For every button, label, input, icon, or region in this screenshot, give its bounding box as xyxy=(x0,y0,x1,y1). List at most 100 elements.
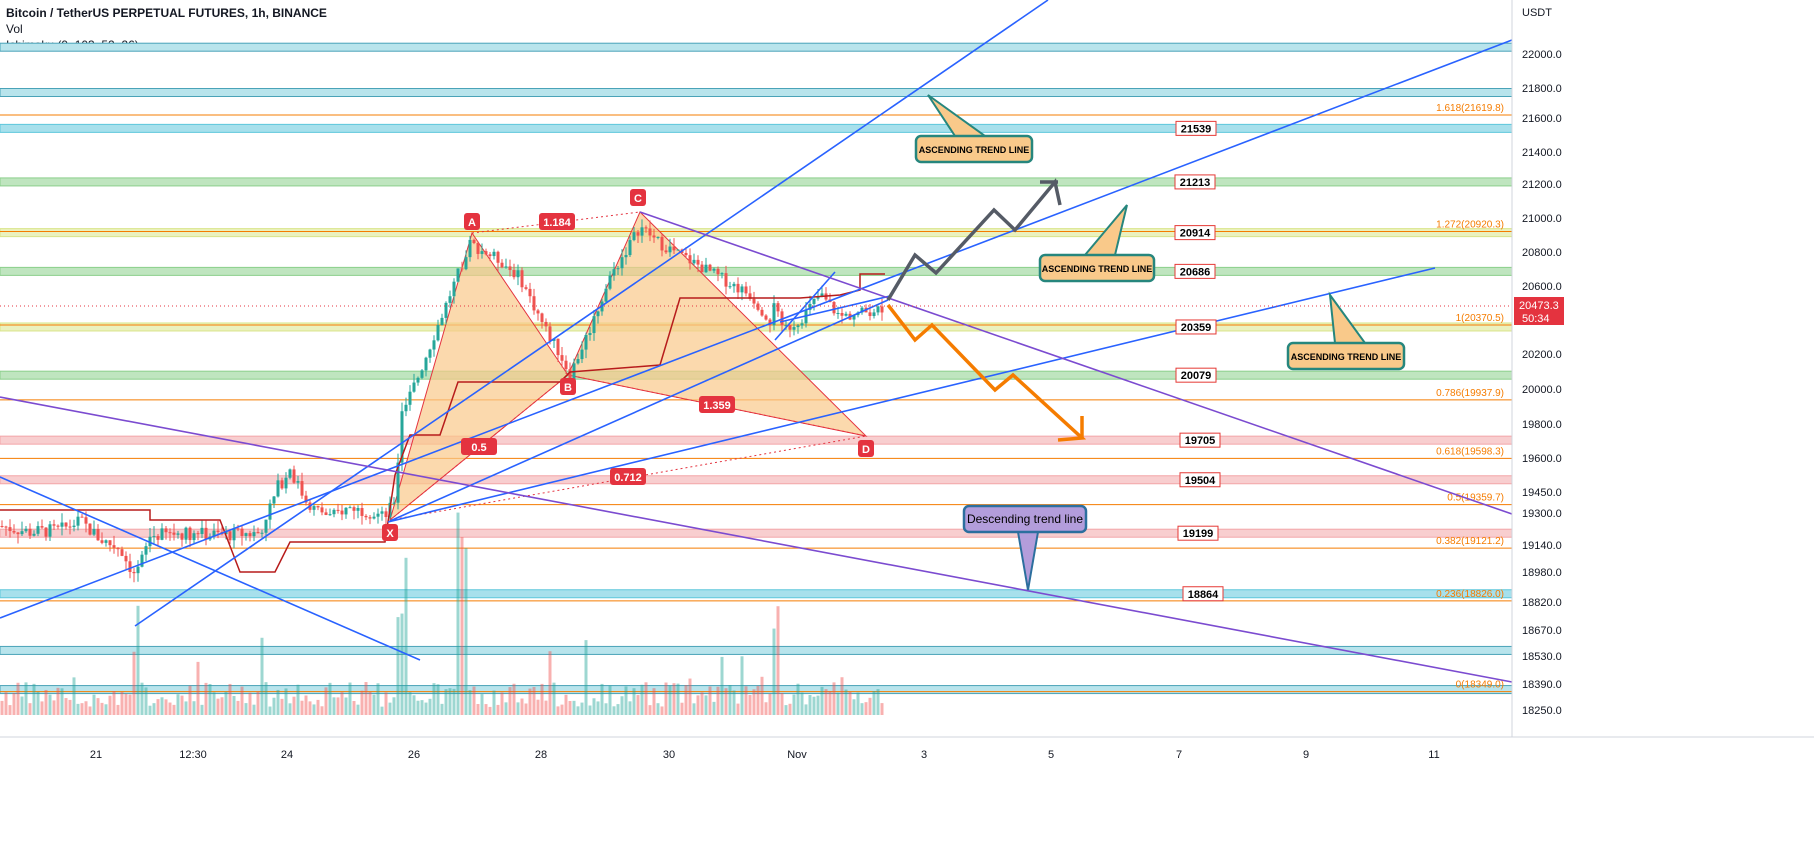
volume-bar xyxy=(636,695,640,715)
projection-arrows xyxy=(886,178,1087,442)
candle-body xyxy=(232,528,236,541)
candle-body xyxy=(344,507,348,515)
candle-body xyxy=(216,530,220,532)
candle-body xyxy=(412,382,416,392)
volume-bar xyxy=(188,685,192,715)
candle-body xyxy=(68,526,72,528)
candle-body xyxy=(92,528,96,535)
volume-bar xyxy=(380,706,384,715)
price-tick-label: 21800.0 xyxy=(1522,83,1562,95)
volume-bar xyxy=(40,701,44,715)
candle-body xyxy=(156,536,160,540)
volume-bar xyxy=(828,691,832,715)
pattern-ratio-label: 0.712 xyxy=(614,472,642,484)
level-price-box xyxy=(1174,263,1216,279)
volume-bar xyxy=(724,688,728,715)
volume-bar xyxy=(640,684,644,715)
volume-bar xyxy=(244,703,248,715)
candle-body xyxy=(740,286,744,293)
volume-bar xyxy=(732,690,736,715)
volume-bar xyxy=(424,702,428,715)
volume-bar xyxy=(504,702,508,715)
level-zone xyxy=(0,645,1513,655)
volume-bar xyxy=(304,695,308,715)
volume-bar xyxy=(516,702,520,715)
price-tick-label: 20800.0 xyxy=(1522,247,1562,259)
candle-body xyxy=(588,333,592,336)
candle-body xyxy=(660,236,664,251)
candle-body xyxy=(812,298,816,304)
candle-body xyxy=(788,325,792,330)
candle-body xyxy=(132,571,136,574)
fib-label: 0.382(19121.2) xyxy=(1436,536,1504,547)
candle-body xyxy=(272,496,276,504)
volume-bar xyxy=(660,706,664,715)
volume-bar xyxy=(588,705,592,715)
candle-body xyxy=(264,519,268,533)
pattern-ratio-line xyxy=(567,374,867,437)
trend-line-blue xyxy=(387,267,1436,523)
candle-body xyxy=(772,303,776,326)
callout-box xyxy=(1038,253,1156,283)
volume-bar xyxy=(820,686,824,715)
volume-bar xyxy=(12,692,16,715)
volume-bar xyxy=(296,684,300,715)
candle-body xyxy=(36,526,40,534)
volume-bar xyxy=(400,613,404,715)
candle-body xyxy=(432,340,436,350)
candle-body xyxy=(200,527,204,535)
time-axis[interactable]: 21 12:30 24 26 28 30 Nov 3 5 7 9 11 xyxy=(0,736,1814,855)
pattern-ratio-box xyxy=(539,213,575,230)
candle-body xyxy=(296,481,300,483)
callout-pointer xyxy=(1016,531,1040,591)
volume-bar xyxy=(540,683,544,715)
ichimoku-lines xyxy=(0,273,885,573)
volume-bar xyxy=(836,692,840,715)
volume-bar xyxy=(680,702,684,715)
volume-bar xyxy=(432,683,436,715)
volume-bar xyxy=(28,703,32,715)
volume-bar xyxy=(876,689,880,715)
candle-body xyxy=(732,283,736,287)
candle-body xyxy=(696,259,700,265)
volume-bar xyxy=(824,689,828,715)
volume-indicator-label[interactable]: Vol xyxy=(6,22,23,36)
candle-body xyxy=(4,526,8,528)
trend-line-blue xyxy=(0,476,421,661)
volume-bar xyxy=(708,686,712,715)
candle-body xyxy=(664,250,668,253)
candle-body xyxy=(0,526,4,527)
volume-bar xyxy=(148,705,152,715)
volume-bar xyxy=(728,684,732,715)
volume-bar xyxy=(332,697,336,715)
volume-bar xyxy=(48,694,52,715)
level-zone xyxy=(0,177,1513,187)
candle-body xyxy=(604,288,608,302)
price-tick-label: 20600.0 xyxy=(1522,281,1562,293)
volume-bar xyxy=(536,699,540,715)
candle-body xyxy=(568,369,572,381)
candle-body xyxy=(724,273,728,287)
candle-body xyxy=(524,287,528,289)
annotation-callouts: ASCENDING TREND LINE ASCENDING TREND LINE… xyxy=(914,94,1406,591)
volume-bar xyxy=(356,704,360,715)
price-axis[interactable]: USDT 22000.0 21800.0 21600.0 21400.0 21200.0 2… xyxy=(1511,0,1814,855)
volume-bar xyxy=(32,683,36,715)
pattern-point-box xyxy=(560,378,576,395)
pattern-ratio-box xyxy=(699,396,735,413)
candle-body xyxy=(324,512,328,515)
pattern-point-box xyxy=(630,189,646,206)
candle-body xyxy=(292,469,296,483)
candle-body xyxy=(424,357,428,371)
volume-bar xyxy=(260,637,264,715)
volume-bar xyxy=(696,695,700,715)
volume-bar xyxy=(300,700,304,715)
candle-body xyxy=(24,528,28,532)
volume-bar xyxy=(456,512,460,715)
time-tick-label: 28 xyxy=(535,749,547,761)
candle-body xyxy=(168,532,172,534)
callout-label: Descending trend line xyxy=(967,512,1083,526)
bullish-projection-arrow xyxy=(886,178,1062,301)
candle-body xyxy=(392,502,396,504)
